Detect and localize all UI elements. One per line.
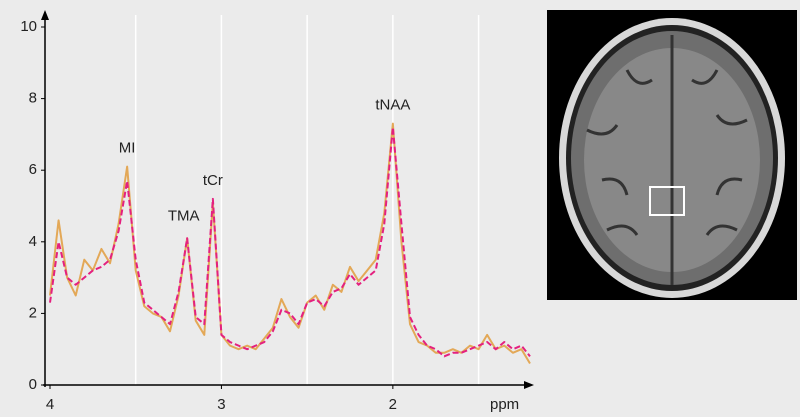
x-tick-label: 4 (46, 396, 54, 413)
x-tick-label: 2 (389, 396, 397, 413)
peak-label: TMA (168, 208, 200, 225)
peak-label: tNAA (375, 97, 410, 114)
y-tick-label: 6 (29, 161, 37, 178)
x-axis-label: ppm (490, 396, 519, 413)
y-tick-label: 0 (29, 376, 37, 393)
mri-image (547, 10, 797, 300)
x-axis-arrow (524, 381, 534, 389)
y-tick-label: 8 (29, 90, 37, 107)
series-line (50, 127, 530, 356)
peak-label: tCr (203, 172, 223, 189)
y-tick-label: 2 (29, 304, 37, 321)
y-tick-label: 10 (20, 18, 37, 35)
chart: 0 2 4 6 8 10 4 3 2 MI TMA tCr tNAA ppm (0, 0, 540, 417)
page: {"chart_data": {"type": "line", "x_label… (0, 0, 800, 417)
x-tick-label: 3 (217, 396, 225, 413)
y-tick-label: 4 (29, 233, 37, 250)
peak-label: MI (119, 140, 136, 157)
y-axis-arrow (41, 10, 49, 20)
series-line (50, 124, 530, 364)
